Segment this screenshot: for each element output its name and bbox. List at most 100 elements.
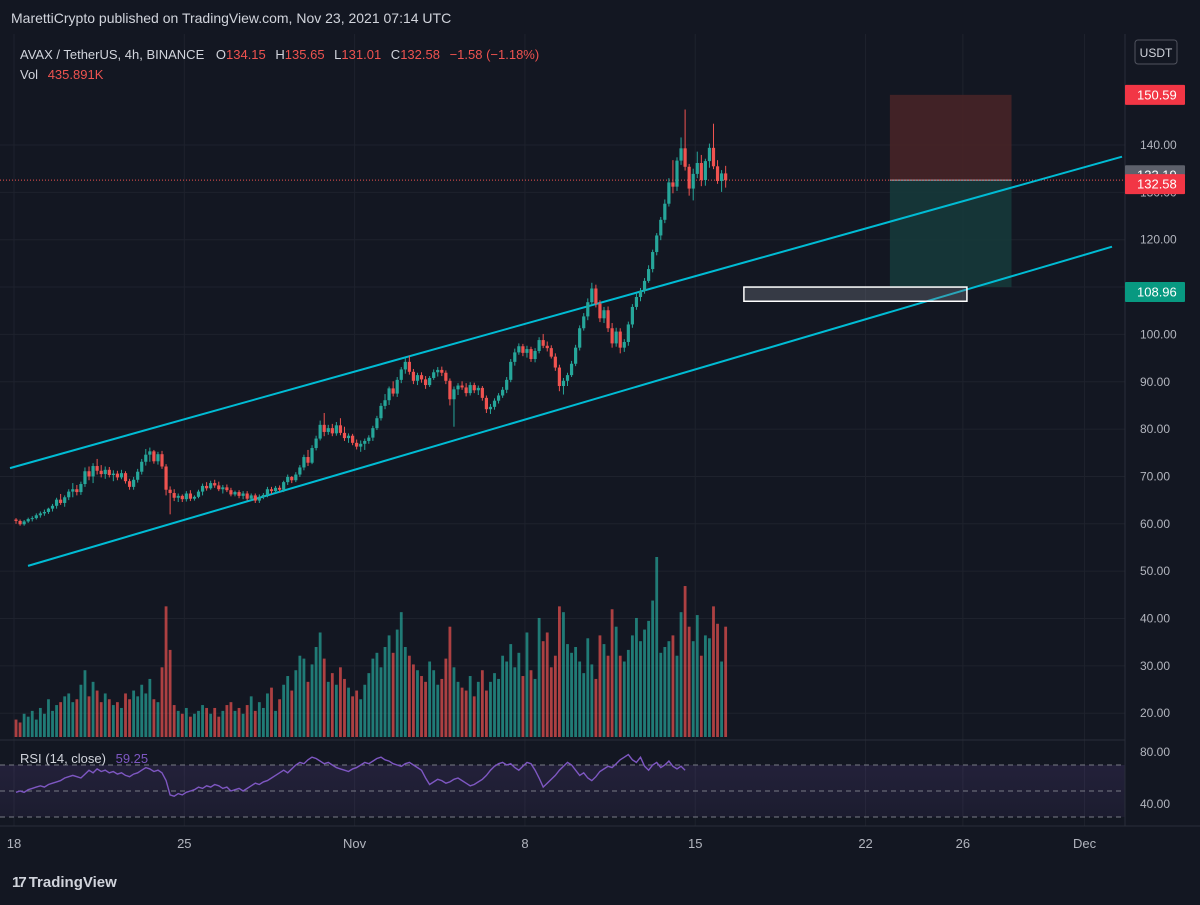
candle-body [298,467,302,475]
position-tool[interactable] [0,94,1125,288]
candle-body [34,515,38,519]
volume-bar [489,681,492,737]
candle-body [30,518,34,520]
volume-bar [537,617,541,737]
volume-bar [403,647,407,737]
candle-body [290,476,294,481]
candle-body [492,400,497,407]
price-label-text: 108.96 [1137,284,1177,299]
volume-bar [347,687,350,737]
candle-body [501,389,505,396]
candle-body [363,440,367,444]
candle-layer [14,109,728,526]
candle-body [314,438,318,449]
price-label-text: 132.58 [1137,177,1177,192]
candle-body [273,487,278,492]
candle-body [642,280,647,291]
channel-lines[interactable] [9,155,1123,567]
candle-body [651,252,655,270]
volume-bar [399,612,403,737]
volume-bar [180,713,184,737]
candle-body [655,235,659,253]
legend-close-label: C [391,47,400,62]
candle-body [399,369,403,380]
volume-bar [440,678,444,737]
rsi-value: 59.25 [116,751,149,766]
candle-body [626,324,630,342]
volume-bar [274,710,277,737]
volume-bar [541,641,545,737]
volume-bar [562,612,565,737]
volume-bar [651,600,655,737]
volume-bar [712,606,715,737]
currency-label[interactable]: USDT [1140,46,1173,60]
volume-bar [261,707,265,737]
volume-bar [428,661,432,737]
volume-bar [233,710,237,737]
tradingview-logo-text: TradingView [28,874,117,891]
volume-bar [26,716,30,737]
candle-body [456,385,460,390]
candle-body [91,466,95,477]
candle-body [545,345,549,349]
tradingview-logo[interactable]: 17 TradingView [12,874,117,891]
volume-bar [95,690,99,737]
candle-body [278,487,282,490]
candle-body [107,469,111,476]
volume-bar [420,676,423,737]
volume-bar [148,678,152,737]
candle-body [54,499,59,506]
support-zone[interactable] [743,286,968,303]
candle-body [448,380,452,400]
candle-body [379,405,383,419]
candle-body [338,425,343,433]
price-tick-label: 40.00 [1140,612,1170,626]
legend: AVAX / TetherUS, 4h, BINANCE O134.15 H13… [20,47,539,766]
legend-high-label: H [275,47,284,62]
volume-bar [253,710,257,737]
candle-body [432,372,436,378]
currency-button-frame[interactable] [1134,39,1178,65]
price-tick-label: 70.00 [1140,469,1170,483]
volume-bar [525,632,529,737]
volume-bar [249,696,253,737]
candle-body [719,173,724,181]
volume-bar [355,690,359,737]
volume-bar [509,644,513,737]
candle-body [83,471,87,485]
candle-body [217,485,221,490]
candle-body [42,511,47,514]
legend-low-label: L [334,47,341,62]
volume-bar [164,606,168,737]
volume-bar [671,635,675,737]
candle-body [253,495,257,501]
rsi-label: RSI (14, close) [20,751,106,766]
candle-body [383,400,387,406]
candle-body [541,340,545,346]
volume-bar [630,635,634,737]
volume-bar [188,716,192,737]
currency-button[interactable]: USDT [1134,39,1178,65]
volume-bar [716,623,719,737]
candle-body [452,389,456,400]
volume-bar [444,658,448,737]
volume-bar [663,647,667,737]
candle-body [671,182,675,187]
legend-open: 134.15 [226,47,266,62]
volume-bar [412,664,415,737]
candle-body [282,482,286,490]
candle-body [557,367,561,387]
candle-body [160,454,164,467]
volume-bar [116,702,119,737]
candle-body [464,387,468,394]
price-label-text: 150.59 [1137,87,1177,102]
candle-body [233,492,237,495]
candle-body [586,302,590,317]
volume-bar [306,681,310,737]
volume-bar [132,690,136,737]
time-tick-label: 18 [7,836,21,851]
volume-bar [91,681,95,737]
volume-bar [407,655,411,737]
candle-body [460,385,464,388]
